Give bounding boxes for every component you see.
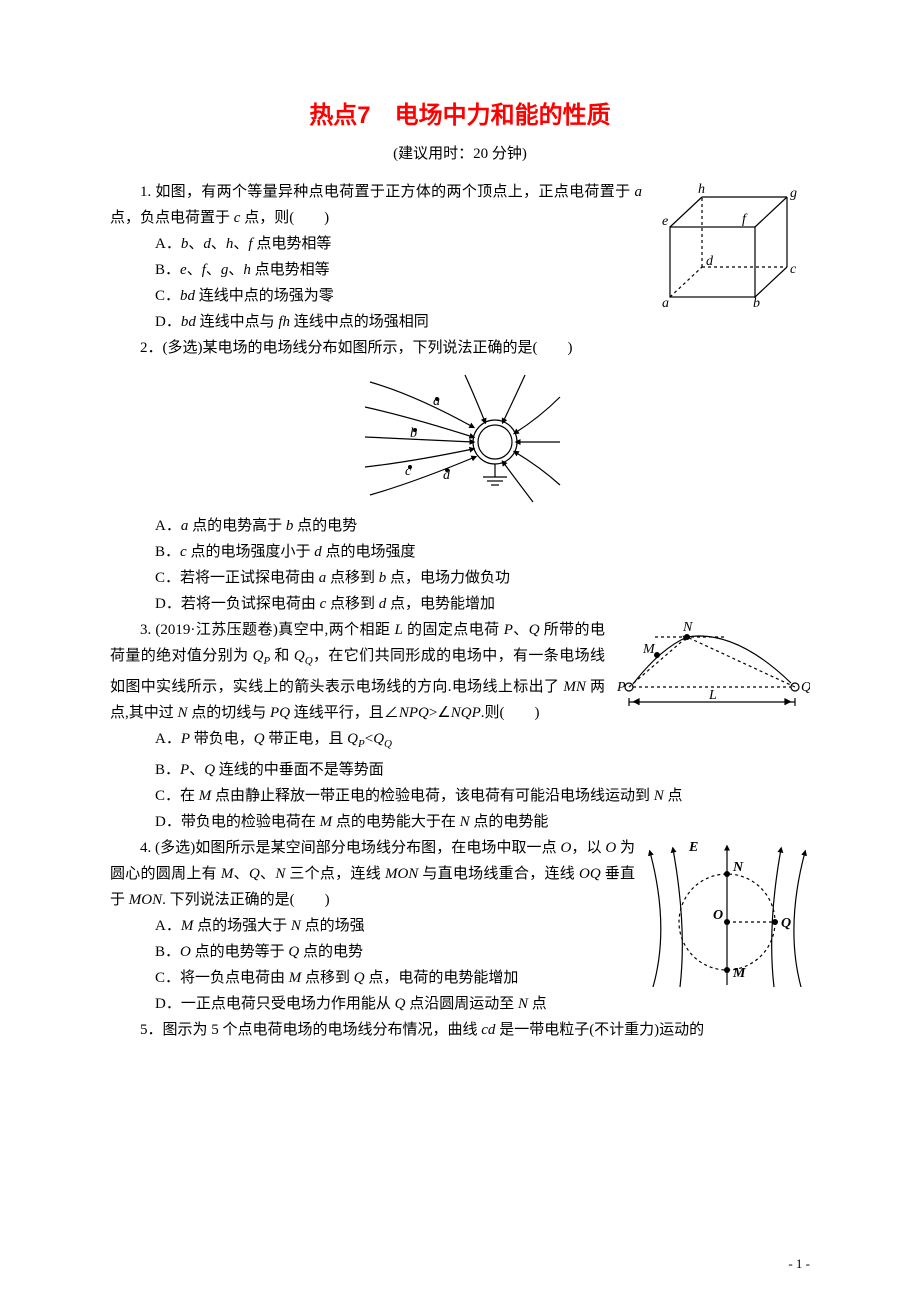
q3-L: L	[708, 688, 717, 703]
page-title: 热点7 电场中力和能的性质	[110, 95, 810, 130]
q2-opt-a: A．a 点的电势高于 b 点的电势	[110, 513, 810, 539]
q4-M: M	[732, 966, 746, 981]
cube-a: a	[662, 296, 669, 309]
q3-opt-a: A．P 带负电，Q 带正电，且 QP<QQ	[110, 726, 810, 757]
page-subtitle: (建议用时：20 分钟)	[110, 142, 810, 163]
q2-opt-b: B．c 点的电场强度小于 d 点的电场强度	[110, 539, 810, 565]
cube-c: c	[790, 262, 797, 277]
cube-e: e	[662, 214, 668, 229]
q4-O: O	[713, 908, 723, 923]
q4-Q: Q	[781, 916, 791, 931]
q2-stem: 2．(多选)某电场的电场线分布如图所示，下列说法正确的是( )	[110, 335, 810, 361]
q3-opt-b: B．P、Q 连线的中垂面不是等势面	[110, 757, 810, 783]
q1-opt-d: D．bd 连线中点与 fh 连线中点的场强相同	[110, 309, 810, 335]
page-number: - 1 -	[788, 1256, 810, 1272]
q5-stem: 5．图示为 5 个点电荷电场的电场线分布情况，曲线 cd 是一带电粒子(不计重力…	[110, 1017, 810, 1043]
q3-P: P	[616, 680, 626, 695]
q2-a: a	[433, 394, 440, 409]
q2-figure: a b c d	[355, 367, 565, 507]
page: 热点7 电场中力和能的性质 (建议用时：20 分钟) a b c d e f g…	[0, 0, 920, 1302]
cube-d: d	[706, 254, 714, 269]
q2-opt-d: D．若将一负试探电荷由 c 点移到 d 点，电势能增加	[110, 591, 810, 617]
cube-g: g	[790, 186, 797, 201]
q4-figure: E N O Q M	[645, 837, 810, 992]
q3-figure: P Q M N L	[615, 619, 810, 714]
cube-h: h	[698, 182, 705, 197]
q4-opt-d: D．一正点电荷只受电场力作用能从 Q 点沿圆周运动至 N 点	[110, 991, 810, 1017]
q2-opt-c: C．若将一正试探电荷由 a 点移到 b 点，电场力做负功	[110, 565, 810, 591]
q3-opt-d: D．带负电的检验电荷在 M 点的电势能大于在 N 点的电势能	[110, 809, 810, 835]
q1-figure-cube: a b c d e f g h	[650, 179, 810, 309]
q3-Q: Q	[801, 680, 810, 695]
q3-M: M	[642, 642, 656, 657]
q1-s2: 点，负点电荷置于	[110, 210, 234, 226]
q1-s3: 点，则( )	[240, 210, 329, 226]
q3-opt-c: C．在 M 点由静止释放一带正电的检验电荷，该电荷有可能沿电场线运动到 N 点	[110, 783, 810, 809]
q1-a: a	[635, 184, 643, 200]
q3-N: N	[682, 620, 693, 635]
cube-b: b	[753, 296, 760, 309]
cube-f: f	[742, 212, 748, 227]
q4-E: E	[688, 840, 698, 855]
q1-s1: 1. 如图，有两个等量异种点电荷置于正方体的两个顶点上，正点电荷置于	[140, 184, 635, 200]
q4-N: N	[732, 860, 744, 875]
